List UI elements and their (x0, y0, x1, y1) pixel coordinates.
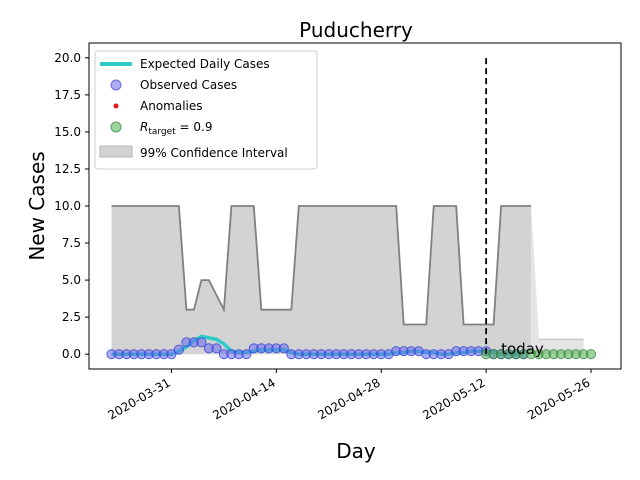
observed-case-point (211, 343, 222, 354)
x-axis-title: Day (336, 439, 376, 463)
y-tick-label: 10.0 (54, 199, 81, 213)
y-tick-label: 5.0 (62, 273, 81, 287)
today-label: today (501, 340, 544, 358)
confidence-band-layer (111, 206, 584, 355)
legend-swatch-observed-marker (110, 79, 122, 91)
legend-label-anomalies: Anomalies (140, 99, 203, 113)
legend-label-observed: Observed Cases (140, 78, 237, 92)
legend-swatch-confidence-patch (99, 145, 133, 158)
observed-case-point (196, 337, 207, 348)
chart-title: Puducherry (299, 18, 413, 42)
confidence-band-area (111, 206, 532, 355)
y-axis: 0.0 2.5 5.0 7.5 10.0 12.5 15.0 17.5 20.0 (54, 51, 89, 361)
y-tick-label: 2.5 (62, 310, 81, 324)
legend-swatch-anomalies-dot (113, 103, 119, 109)
legend-label-rtarget: Rtarget = 0.9 (140, 120, 213, 137)
confidence-upper-line (111, 205, 532, 326)
y-tick-label: 15.0 (54, 125, 81, 139)
y-tick-label: 20.0 (54, 51, 81, 65)
y-axis-title: New Cases (25, 151, 49, 260)
y-tick-label: 7.5 (62, 236, 81, 250)
legend-swatch-rtarget-marker (110, 121, 122, 133)
y-tick-label: 0.0 (62, 347, 81, 361)
legend-label-expected: Expected Daily Cases (140, 57, 270, 71)
observed-case-point (166, 349, 177, 360)
observed-case-point (278, 343, 289, 354)
y-tick-label: 12.5 (54, 162, 81, 176)
legend-label-confidence: 99% Confidence Interval (140, 146, 288, 160)
rtarget-projection-point (585, 349, 597, 360)
marker-layer (106, 337, 597, 360)
observed-case-point (241, 349, 252, 360)
observed-case-point (173, 344, 184, 355)
legend-box (94, 50, 318, 170)
y-tick-label: 17.5 (54, 88, 81, 102)
legend: Expected Daily Cases Observed Cases Anom… (94, 50, 318, 170)
